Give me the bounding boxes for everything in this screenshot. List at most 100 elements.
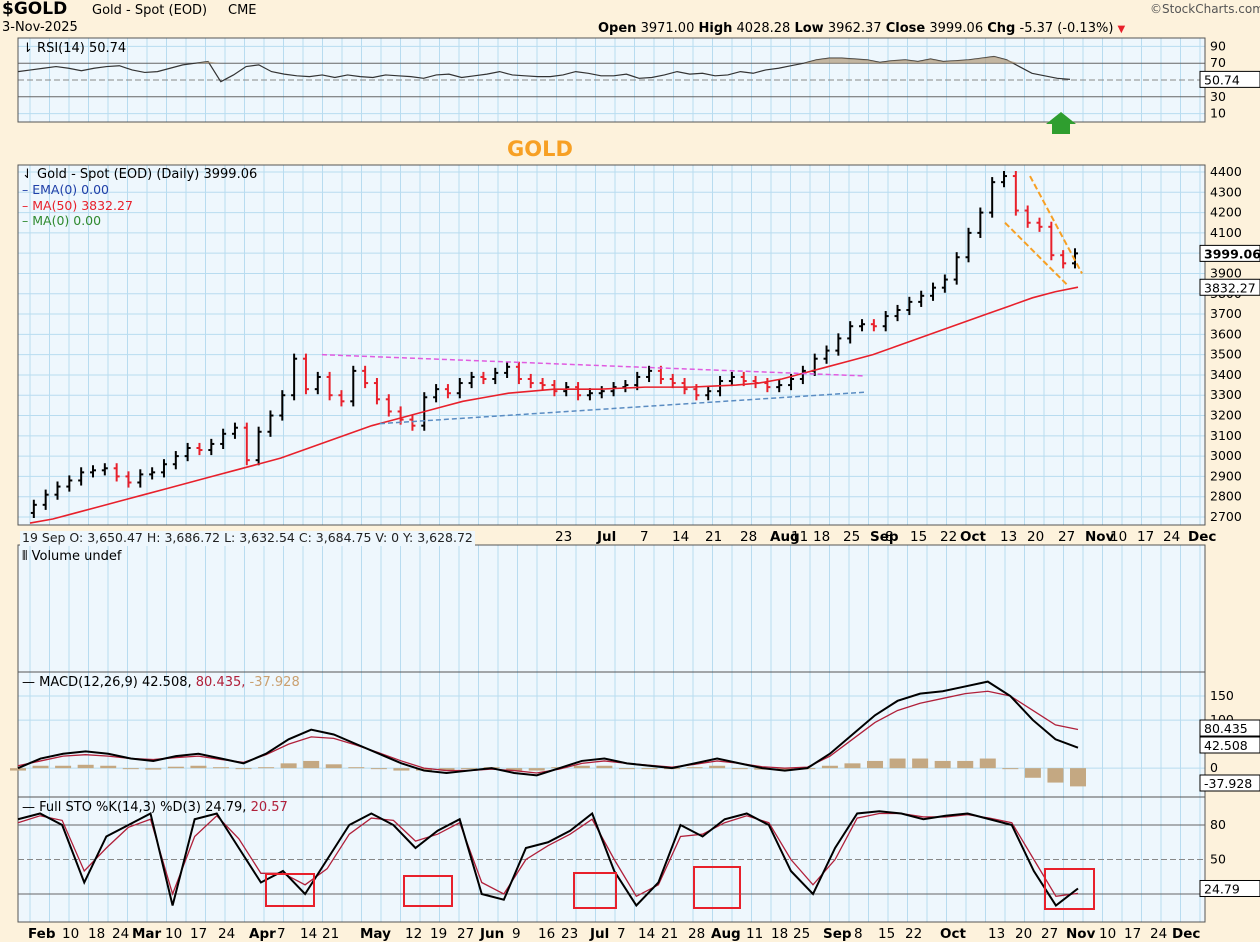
x-axis-bottom-label: Aug <box>711 926 741 942</box>
x-axis-mid-label: 18 <box>813 529 830 545</box>
volume-bars-icon: ⫴ <box>22 549 28 564</box>
panel-bg-macd <box>18 672 1205 797</box>
price-tick-label: 2700 <box>1210 509 1242 524</box>
macd-legend-main: MACD(12,26,9) 42.508, <box>39 675 192 690</box>
price-legend-ma0-text: MA(0) 0.00 <box>32 213 102 228</box>
rsi-legend-text: RSI(14) 50.74 <box>37 41 127 56</box>
x-axis-bottom-label: 17 <box>190 926 207 942</box>
x-axis-bottom-label: 18 <box>88 926 105 942</box>
x-axis-bottom-label: 23 <box>561 926 578 942</box>
price-tag-box <box>1199 244 1260 262</box>
macd-hist-bar <box>641 768 658 770</box>
macd-legend-hist: -37.928 <box>249 675 300 690</box>
hover-readout: 19 Sep O: 3,650.47 H: 3,686.72 L: 3,632.… <box>20 530 475 546</box>
macd-hist-bar <box>776 768 793 771</box>
x-axis-bottom-label: Nov <box>1066 926 1096 942</box>
macd-hist-bar <box>145 768 162 770</box>
x-axis-mid-label: Sep <box>870 529 899 545</box>
line-icon: — <box>22 675 35 690</box>
sto-tick-label: 80 <box>1210 817 1226 832</box>
sto-k-line <box>17 810 1079 908</box>
x-axis-bottom-label: 21 <box>322 926 339 942</box>
ema-line-icon: – <box>22 182 29 197</box>
price-last-tag: 3999.06 <box>1199 244 1260 262</box>
price-tick-label: 3500 <box>1210 347 1242 362</box>
x-axis-bottom-label: Jul <box>589 926 609 942</box>
price-tick-label: 3000 <box>1210 448 1242 463</box>
macd-hist-bar <box>325 764 342 769</box>
rsi-tick-label: 10 <box>1210 106 1226 121</box>
x-axis-bottom-label: 24 <box>112 926 129 942</box>
macd-hist-bar <box>55 765 72 769</box>
x-axis-bottom-label: 10 <box>1099 926 1116 942</box>
macd-hist-bar <box>1070 768 1086 787</box>
rsi-tick-label: 70 <box>1210 55 1226 70</box>
high-label: High <box>698 21 733 36</box>
price-tick-label: 2800 <box>1210 489 1242 504</box>
x-axis-bottom-label: 19 <box>430 926 447 942</box>
ma50-line-icon: – <box>22 197 29 213</box>
x-axis-mid-label: 14 <box>672 529 689 545</box>
price-tick-label: 4400 <box>1210 164 1242 179</box>
support-trendline <box>379 391 866 425</box>
price-legend-main: ⇃ Gold - Spot (EOD) (Daily) 3999.06 <box>22 168 257 181</box>
sto-legend: — Full STO %K(14,3) %D(3) 24.79, 20.57 <box>22 801 288 814</box>
macd-hist-bar <box>212 767 229 769</box>
macd-tag-box <box>1199 719 1260 737</box>
resistance-trendline <box>321 353 866 377</box>
low-value: 3962.37 <box>827 21 882 36</box>
macd-hist-bar <box>867 760 884 769</box>
chart-type-icon: ⇂ <box>22 41 33 56</box>
ma-tag-box <box>1199 278 1260 296</box>
rsi-tick-label: 90 <box>1210 38 1226 53</box>
panel-bg-sto <box>18 797 1205 922</box>
macd-hist-bar <box>1047 768 1064 783</box>
sto-tick-label: 50 <box>1210 852 1226 867</box>
macd-hist-bar <box>77 764 94 769</box>
x-axis-bottom-label: 14 <box>638 926 655 942</box>
macd-hist-bar <box>618 768 635 770</box>
x-axis-bottom-label: May <box>360 926 391 942</box>
wedge-lower-line <box>1004 222 1069 287</box>
x-axis-bottom-label: Sep <box>823 926 852 942</box>
macd-hist-bar <box>506 768 523 771</box>
x-axis-bottom-label: 7 <box>277 926 286 942</box>
macd-legend-signal: 80.435, <box>195 675 246 690</box>
macd-hist-bar <box>912 758 929 769</box>
price-legend-main-text: Gold - Spot (EOD) (Daily) 3999.06 <box>37 167 258 182</box>
price-tick-label: 4100 <box>1210 225 1242 240</box>
macd-hist-bar <box>280 763 297 769</box>
instrument-name: Gold - Spot (EOD) <box>92 3 208 18</box>
x-axis-bottom-label: Dec <box>1172 926 1200 942</box>
x-axis-mid-label: 13 <box>1000 529 1017 545</box>
low-label: Low <box>794 21 824 36</box>
close-value: 3999.06 <box>929 21 984 36</box>
x-axis-mid-label: Oct <box>960 529 986 545</box>
oversold-highlight-box <box>403 875 453 907</box>
sto-legend-k: Full STO %K(14,3) %D(3) 24.79, <box>39 800 247 815</box>
macd-hist-bar <box>100 765 117 769</box>
x-axis-bottom-label: 17 <box>1124 926 1141 942</box>
x-axis-mid-label: 28 <box>740 529 757 545</box>
x-axis-bottom-label: 9 <box>512 926 521 942</box>
oversold-highlight-box <box>265 873 315 907</box>
candle-icon: ⇃ <box>22 167 33 182</box>
macd-hist-bar <box>979 758 996 769</box>
price-legend-ma50-text: MA(50) 3832.27 <box>32 197 133 213</box>
x-axis-bottom-label: 22 <box>905 926 922 942</box>
x-axis-mid-label: 22 <box>940 529 957 545</box>
x-axis-mid-label: 21 <box>705 529 722 545</box>
oversold-highlight-box <box>693 866 741 909</box>
macd-legend: — MACD(12,26,9) 42.508, 80.435, -37.928 <box>22 676 300 689</box>
x-axis-bottom-label: 10 <box>165 926 182 942</box>
macd-value-tag: 80.435 <box>1199 719 1260 737</box>
x-axis-bottom-label: 8 <box>854 926 863 942</box>
watermark: ©StockCharts.com <box>1150 2 1260 16</box>
panel-border-price <box>17 164 1206 526</box>
macd-hist-bar <box>731 768 748 770</box>
price-tick-label: 4300 <box>1210 184 1242 199</box>
ma-tag-text: 3832.27 <box>1204 280 1256 295</box>
x-axis-mid-label: Dec <box>1188 529 1216 545</box>
ma-last-tag: 3832.27 <box>1199 278 1260 296</box>
